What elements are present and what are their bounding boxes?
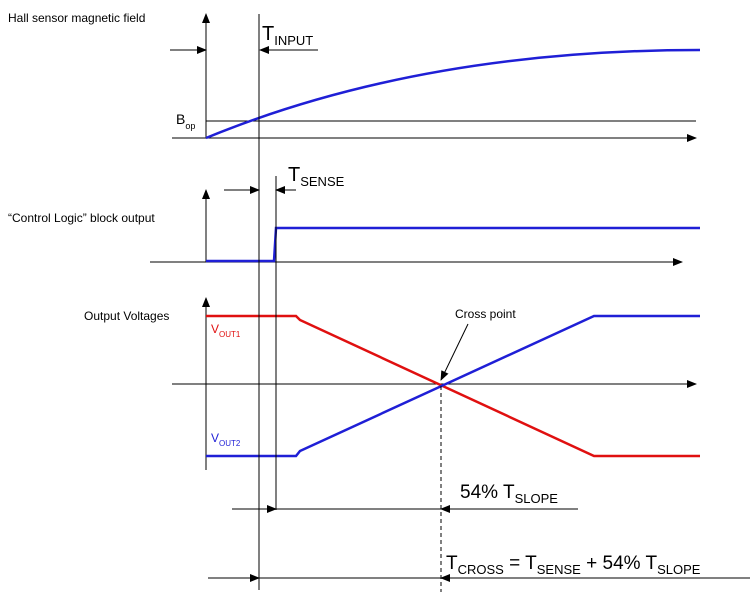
hall-field-label: Hall sensor magnetic field — [8, 11, 145, 25]
cross-point-label: Cross point — [455, 307, 516, 321]
output-voltages-label: Output Voltages — [84, 309, 169, 323]
t-input-label: TINPUT — [262, 23, 313, 48]
t-sense-label: TSENSE — [288, 164, 345, 189]
bop-label: Bop — [176, 111, 195, 131]
cross-point-arrow — [440, 323, 469, 381]
hall-field-curve — [205, 48, 701, 140]
vout2-trace — [206, 314, 700, 458]
vout1-label: VOUT1 — [211, 322, 241, 339]
control-logic-label: “Control Logic” block output — [8, 211, 155, 225]
vout2-label: VOUT2 — [211, 431, 241, 448]
vout1-trace — [206, 314, 700, 458]
slope-label: 54% TSLOPE — [460, 482, 558, 506]
control-logic-signal — [206, 226, 700, 263]
t-cross-equation: TCROSS = TSENSE + 54% TSLOPE — [446, 553, 701, 577]
